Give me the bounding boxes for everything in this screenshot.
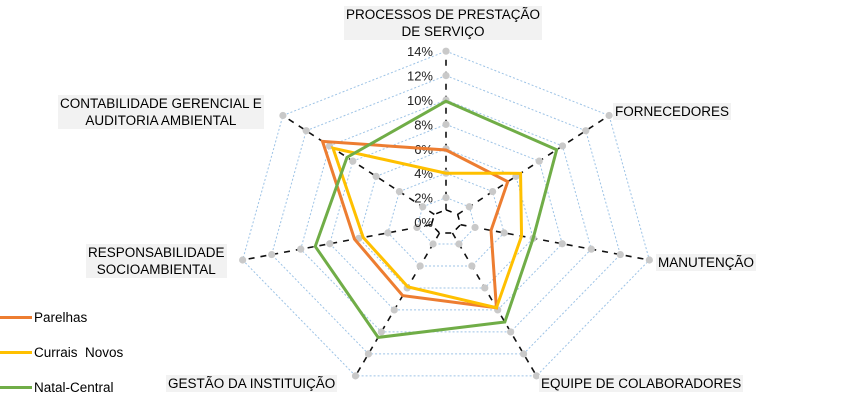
- series-line-natal-central: [313, 99, 559, 340]
- legend-label: Currais Novos: [34, 344, 124, 360]
- tick-marker: [535, 157, 543, 165]
- axis-label-line: SOCIOAMBIENTAL: [96, 262, 216, 277]
- legend-swatch: [0, 350, 32, 354]
- grid-ring: [300, 99, 592, 333]
- legend-swatch: [0, 385, 32, 389]
- series-line-currais-novos: [330, 146, 524, 310]
- tick-marker: [390, 306, 398, 314]
- radial-tick-label: 12%: [407, 69, 433, 84]
- tick-marker: [587, 245, 595, 253]
- tick-marker: [507, 328, 515, 336]
- axis-label-manutencao: MANUTENÇÃO: [656, 254, 757, 271]
- tick-marker: [558, 142, 567, 150]
- tick-marker: [351, 372, 360, 380]
- tick-marker: [302, 127, 310, 135]
- tick-marker: [419, 203, 427, 211]
- axis-label-contabilidade: CONTABILIDADE GERENCIAL E AUDITORIA AMBI…: [58, 95, 264, 129]
- axis-label-line: CONTABILIDADE GERENCIAL E: [60, 96, 262, 111]
- tick-marker: [442, 194, 450, 202]
- tick-marker: [239, 256, 247, 264]
- tick-marker: [471, 223, 479, 232]
- axis-label-fornecedores: FORNECEDORES: [613, 103, 732, 120]
- legend-label: Parelhas: [34, 309, 88, 325]
- tick-marker: [481, 284, 489, 292]
- radar-series: [313, 99, 559, 340]
- tick-marker: [429, 240, 437, 248]
- legend-item-currais-novos[interactable]: Currais Novos: [0, 343, 123, 361]
- tick-marker: [349, 157, 357, 165]
- axis-spoke: [451, 232, 538, 377]
- radial-tick-label: 14%: [407, 44, 433, 59]
- axis-spoke: [354, 232, 441, 377]
- radar-grid: [239, 47, 653, 380]
- zero-ring: [430, 208, 462, 234]
- axis-label-processos: PROCESSOS DE PRESTAÇÃO DE SERVIÇO: [344, 6, 543, 40]
- tick-marker: [442, 72, 450, 80]
- tick-marker: [297, 245, 305, 253]
- tick-marker: [488, 187, 497, 196]
- tick-marker: [416, 262, 424, 270]
- tick-marker: [442, 120, 450, 128]
- radial-tick-label: 0%: [414, 215, 433, 230]
- tick-marker: [500, 229, 508, 237]
- radial-tick-label: 8%: [414, 117, 433, 132]
- tick-marker: [279, 111, 287, 120]
- axis-label-line: RESPONSABILIDADE: [88, 245, 225, 260]
- tick-marker: [582, 127, 590, 135]
- tick-marker: [372, 172, 380, 180]
- series-line-parelhas: [320, 139, 510, 310]
- axis-label-equipe: EQUIPE DE COLABORADORES: [539, 375, 744, 392]
- axis-label-gestao: GESTÃO DA INSTITUIÇÃO: [166, 375, 338, 392]
- tick-marker: [645, 256, 653, 264]
- axis-label-line: AUDITORIA AMBIENTAL: [85, 113, 237, 128]
- tick-marker: [442, 47, 450, 55]
- axis-label-line: PROCESSOS DE PRESTAÇÃO: [346, 7, 541, 22]
- tick-marker: [364, 350, 373, 358]
- tick-marker: [413, 223, 421, 232]
- radial-tick-label: 10%: [407, 93, 433, 108]
- axis-label-text: MANUTENÇÃO: [658, 255, 755, 270]
- legend-item-natal-central[interactable]: Natal-Central: [0, 378, 123, 396]
- axis-label-text: FORNECEDORES: [615, 104, 730, 119]
- grid-ring: [387, 172, 505, 267]
- tick-marker: [465, 203, 473, 211]
- tick-marker: [326, 240, 334, 248]
- tick-marker: [616, 250, 624, 259]
- chart-legend: Parelhas Currais Novos Natal-Central: [0, 308, 123, 413]
- grid-ring: [358, 148, 534, 289]
- radial-tick-label: 2%: [414, 191, 433, 206]
- grid-ring: [271, 75, 621, 355]
- tick-marker: [268, 250, 276, 259]
- legend-swatch: [0, 315, 32, 319]
- legend-item-parelhas[interactable]: Parelhas: [0, 308, 123, 326]
- tick-marker: [558, 240, 566, 248]
- axis-label-text: EQUIPE DE COLABORADORES: [541, 376, 742, 391]
- radial-tick-labels: 0%2%4%6%8%10%12%14%: [407, 44, 433, 230]
- tick-marker: [455, 240, 463, 248]
- tick-marker: [377, 328, 385, 336]
- grid-ring: [242, 50, 650, 377]
- tick-marker: [384, 229, 392, 237]
- tick-marker: [532, 372, 541, 380]
- legend-label: Natal-Central: [34, 379, 114, 395]
- axis-label-text: GESTÃO DA INSTITUIÇÃO: [168, 376, 336, 391]
- tick-marker: [395, 187, 404, 196]
- tick-marker: [605, 111, 613, 120]
- tick-marker: [468, 262, 476, 270]
- axis-label-line: DE SERVIÇO: [401, 24, 485, 39]
- tick-marker: [519, 350, 528, 358]
- grid-ring: [329, 123, 563, 311]
- axis-label-responsabilidade: RESPONSABILIDADE SOCIOAMBIENTAL: [86, 244, 227, 278]
